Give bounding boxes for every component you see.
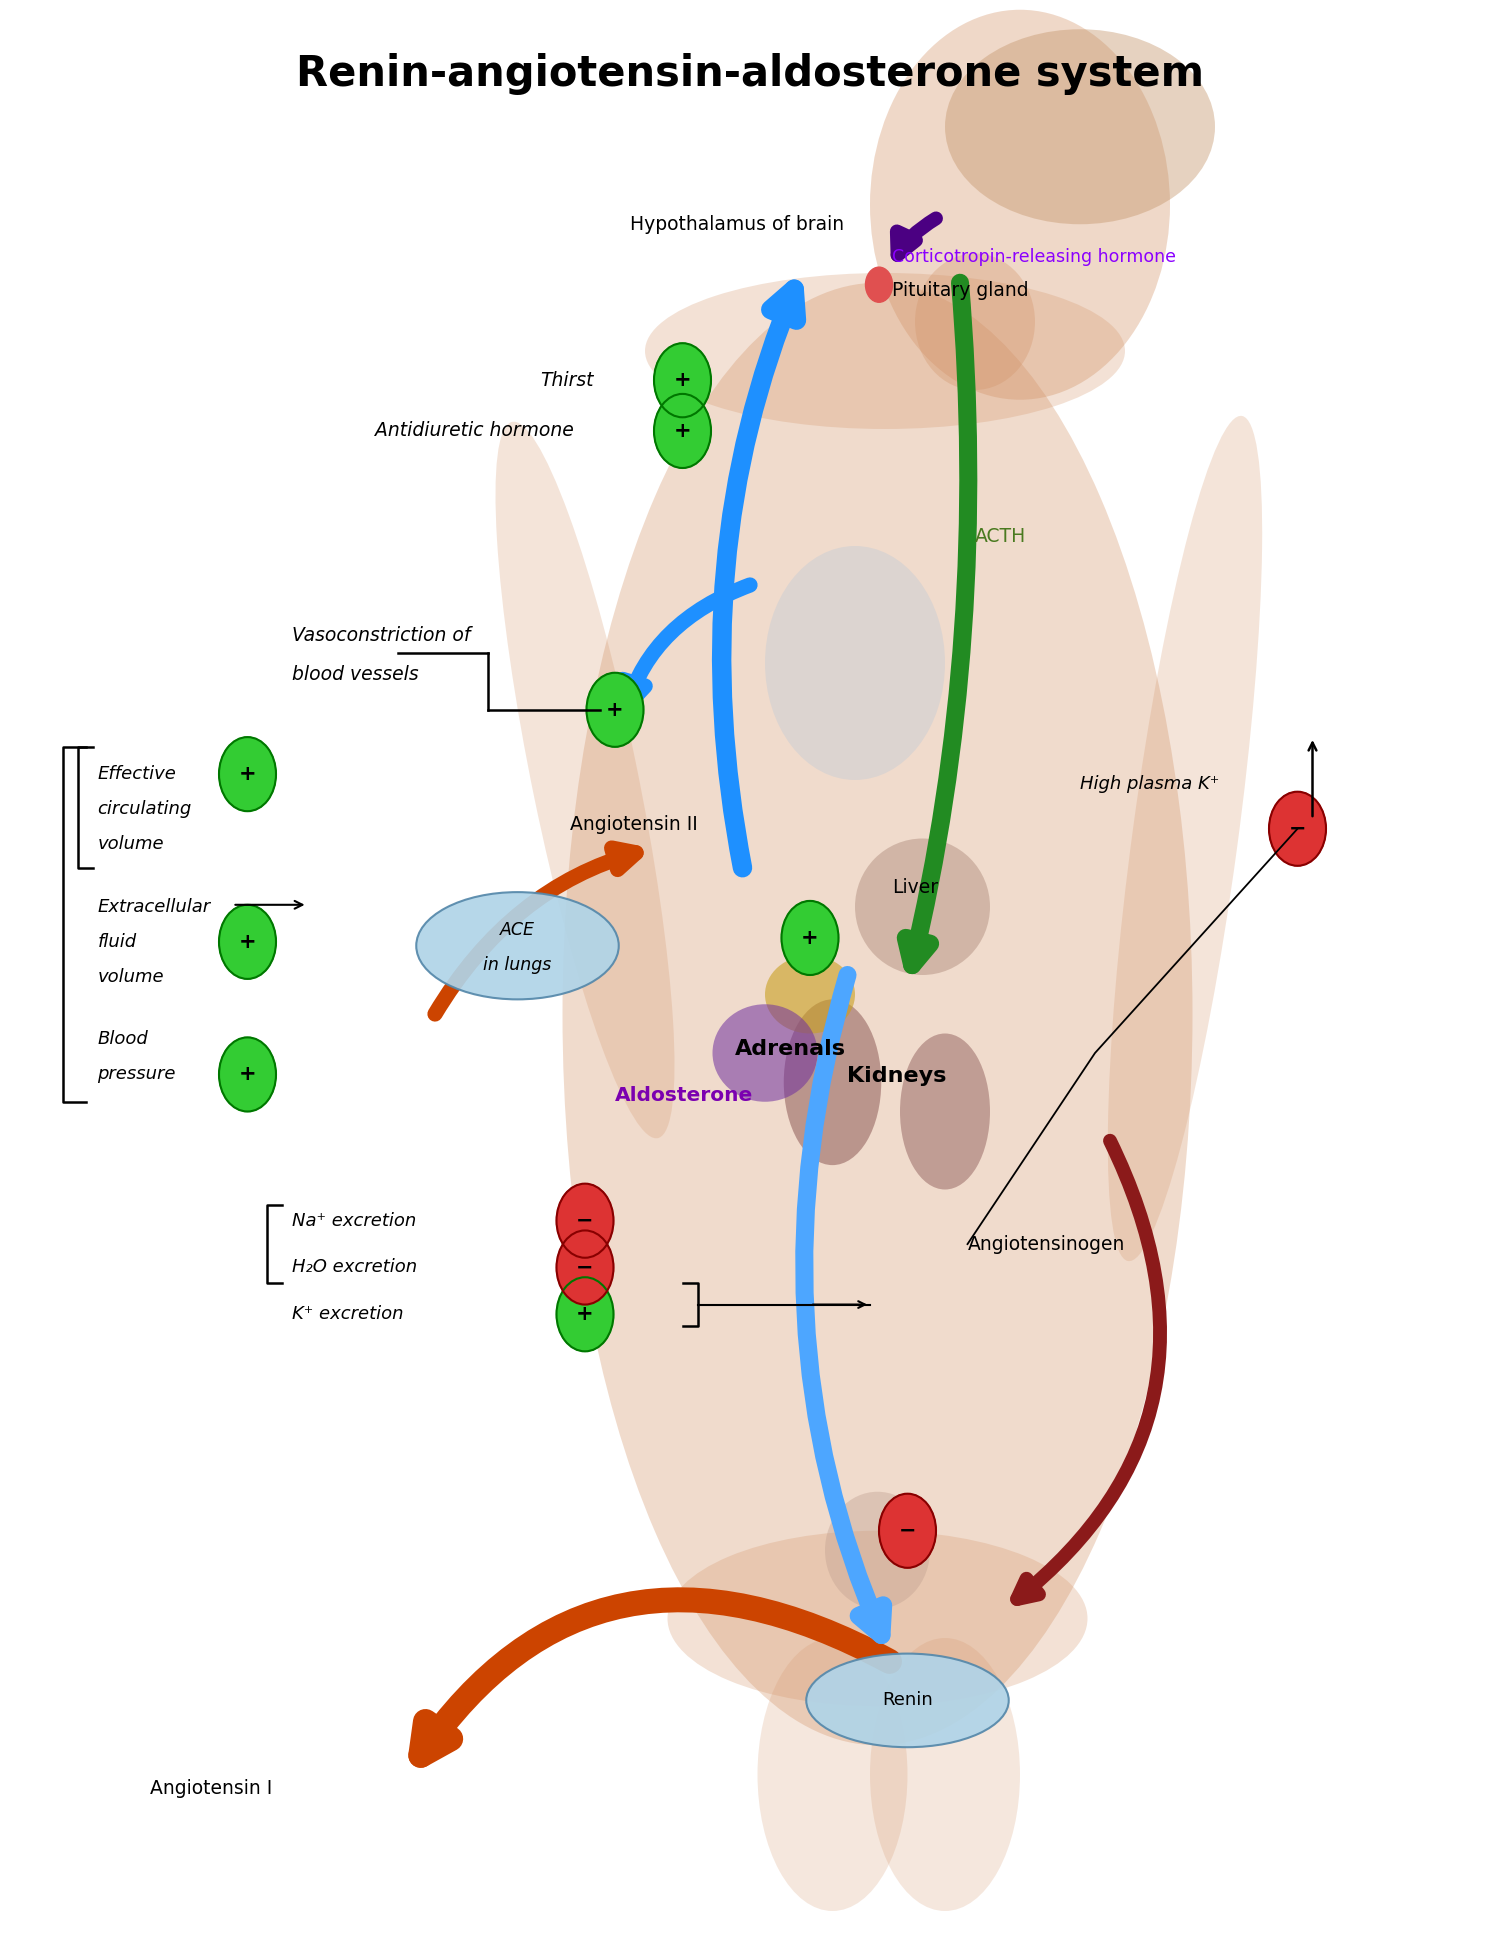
Text: ACTH: ACTH xyxy=(975,526,1026,546)
Circle shape xyxy=(654,343,711,417)
Circle shape xyxy=(879,1494,936,1568)
Ellipse shape xyxy=(900,1034,990,1190)
Circle shape xyxy=(1269,792,1326,866)
Text: Aldosterone: Aldosterone xyxy=(615,1086,753,1106)
Text: Na⁺ excretion: Na⁺ excretion xyxy=(292,1211,417,1230)
Text: Effective: Effective xyxy=(98,764,177,784)
Text: H₂O excretion: H₂O excretion xyxy=(292,1258,417,1277)
Text: +: + xyxy=(576,1305,594,1324)
Text: Adrenals: Adrenals xyxy=(735,1039,846,1059)
Text: +: + xyxy=(606,700,624,720)
Circle shape xyxy=(219,905,276,979)
Text: Angiotensin II: Angiotensin II xyxy=(570,815,698,835)
Ellipse shape xyxy=(855,838,990,975)
Ellipse shape xyxy=(807,1654,1008,1747)
Ellipse shape xyxy=(765,956,855,1034)
Ellipse shape xyxy=(645,273,1125,429)
Ellipse shape xyxy=(784,998,882,1164)
Circle shape xyxy=(219,737,276,811)
Text: volume: volume xyxy=(98,835,164,854)
Circle shape xyxy=(556,1184,614,1258)
Ellipse shape xyxy=(915,254,1035,390)
Circle shape xyxy=(219,1037,276,1112)
Text: in lungs: in lungs xyxy=(483,956,552,975)
Text: fluid: fluid xyxy=(98,932,136,952)
Ellipse shape xyxy=(416,893,618,998)
Text: +: + xyxy=(238,1065,256,1084)
Text: Extracellular: Extracellular xyxy=(98,897,210,916)
Text: −: − xyxy=(1288,819,1306,838)
Ellipse shape xyxy=(945,29,1215,224)
Ellipse shape xyxy=(825,1492,930,1609)
Text: Renin-angiotensin-aldosterone system: Renin-angiotensin-aldosterone system xyxy=(296,53,1204,96)
Text: ACE: ACE xyxy=(500,920,536,940)
Text: High plasma K⁺: High plasma K⁺ xyxy=(1080,774,1220,794)
Ellipse shape xyxy=(870,10,1170,400)
Ellipse shape xyxy=(870,1638,1020,1911)
Text: −: − xyxy=(576,1211,594,1230)
Text: +: + xyxy=(674,370,692,390)
Circle shape xyxy=(556,1277,614,1351)
Ellipse shape xyxy=(495,421,675,1139)
Text: Hypothalamus of brain: Hypothalamus of brain xyxy=(630,214,844,234)
Text: Pituitary gland: Pituitary gland xyxy=(892,281,1029,300)
Ellipse shape xyxy=(1108,415,1262,1262)
Text: −: − xyxy=(576,1258,594,1277)
Text: +: + xyxy=(674,421,692,441)
Text: +: + xyxy=(238,764,256,784)
Circle shape xyxy=(556,1230,614,1305)
Text: Antidiuretic hormone: Antidiuretic hormone xyxy=(375,421,573,441)
Text: Thirst: Thirst xyxy=(540,370,594,390)
Text: Corticotropin-releasing hormone: Corticotropin-releasing hormone xyxy=(892,248,1176,267)
Text: Vasoconstriction of: Vasoconstriction of xyxy=(292,626,471,645)
Circle shape xyxy=(782,901,838,975)
Text: Angiotensinogen: Angiotensinogen xyxy=(968,1234,1125,1254)
Circle shape xyxy=(586,673,644,747)
Text: Renin: Renin xyxy=(882,1691,933,1710)
Ellipse shape xyxy=(712,1004,818,1102)
Text: Liver: Liver xyxy=(892,878,939,897)
Text: pressure: pressure xyxy=(98,1065,176,1084)
Text: Blood: Blood xyxy=(98,1030,148,1049)
Circle shape xyxy=(865,267,892,302)
Circle shape xyxy=(654,394,711,468)
Text: circulating: circulating xyxy=(98,800,192,819)
Text: −: − xyxy=(898,1521,916,1540)
Text: blood vessels: blood vessels xyxy=(292,665,418,684)
Ellipse shape xyxy=(765,546,945,780)
Text: K⁺ excretion: K⁺ excretion xyxy=(292,1305,404,1324)
Ellipse shape xyxy=(758,1638,908,1911)
Text: +: + xyxy=(238,932,256,952)
Text: +: + xyxy=(801,928,819,948)
Ellipse shape xyxy=(562,283,1192,1745)
Text: Angiotensin I: Angiotensin I xyxy=(150,1778,273,1798)
Text: volume: volume xyxy=(98,967,164,987)
Text: Kidneys: Kidneys xyxy=(847,1067,946,1086)
Ellipse shape xyxy=(668,1531,1088,1706)
